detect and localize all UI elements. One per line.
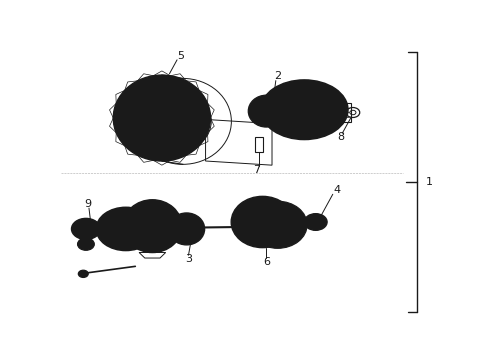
Circle shape <box>78 270 88 278</box>
Circle shape <box>96 207 155 251</box>
Ellipse shape <box>248 95 284 127</box>
Bar <box>342 103 351 122</box>
Text: 8: 8 <box>337 132 344 142</box>
Text: 6: 6 <box>263 257 270 267</box>
Text: 2: 2 <box>274 72 281 81</box>
Ellipse shape <box>231 196 294 248</box>
Text: 4: 4 <box>333 185 340 195</box>
Text: 5: 5 <box>177 51 184 61</box>
Text: 1: 1 <box>426 177 433 187</box>
Text: 9: 9 <box>85 199 92 209</box>
Circle shape <box>304 214 327 230</box>
Ellipse shape <box>123 200 182 252</box>
Circle shape <box>72 219 100 239</box>
Text: 7: 7 <box>253 165 260 175</box>
Bar <box>255 138 263 152</box>
Ellipse shape <box>113 75 211 161</box>
Text: 3: 3 <box>185 254 192 264</box>
Ellipse shape <box>169 213 205 245</box>
Circle shape <box>77 238 94 250</box>
Ellipse shape <box>248 201 307 248</box>
Ellipse shape <box>261 80 348 140</box>
Circle shape <box>81 272 86 276</box>
Ellipse shape <box>133 90 190 146</box>
